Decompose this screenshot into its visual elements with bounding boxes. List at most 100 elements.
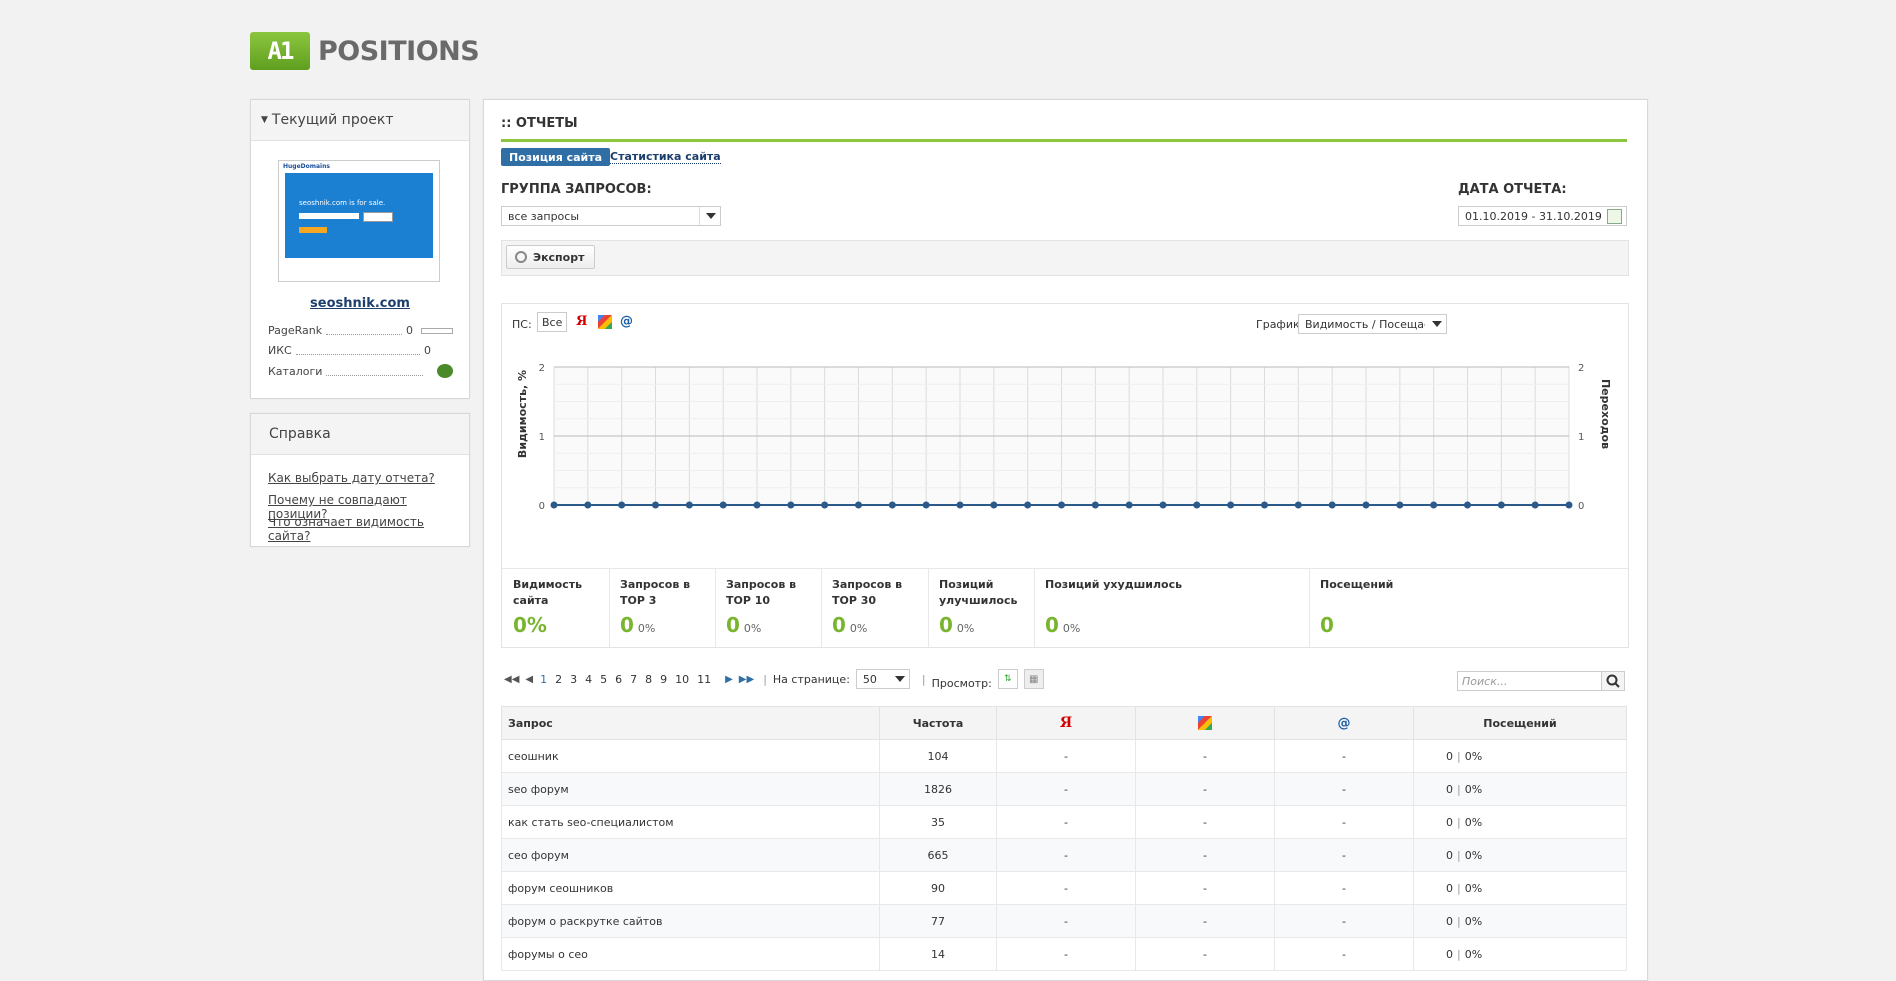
col-yandex[interactable]: Я [996, 706, 1136, 740]
table-row[interactable]: форум сеошников 90- - -0 | 0% [501, 871, 1627, 905]
next-page-icon[interactable]: ▶ [725, 673, 733, 685]
data-point[interactable] [821, 501, 829, 509]
data-point[interactable] [1396, 501, 1404, 509]
data-point[interactable] [1024, 501, 1032, 509]
query-cell[interactable]: форум сеошников [501, 871, 880, 905]
table-row[interactable]: сео форум 665- - -0 | 0% [501, 838, 1627, 872]
data-point[interactable] [855, 501, 862, 509]
table-row[interactable]: форум о раскрутке сайтов 77- - -0 | 0% [501, 904, 1627, 938]
data-point[interactable] [1464, 501, 1471, 509]
data-point[interactable] [1294, 501, 1302, 509]
help-link-visibility[interactable]: Что означает видимость сайта? [268, 515, 424, 543]
current-project-header[interactable]: ▼ Текущий проект [251, 100, 469, 141]
report-date-input[interactable]: 01.10.2019 - 31.10.2019 [1458, 206, 1627, 226]
view-grid-icon[interactable]: ▦ [1023, 669, 1044, 689]
data-point[interactable] [584, 501, 592, 509]
help-link-date[interactable]: Как выбрать дату отчета? [268, 471, 435, 485]
col-visits[interactable]: Посещений [1413, 706, 1627, 740]
page-link[interactable]: 3 [570, 672, 578, 686]
data-point[interactable] [685, 501, 693, 509]
data-point[interactable] [1261, 501, 1268, 509]
site-thumbnail[interactable]: HugeDomains seoshnik.com is for sale. [278, 160, 440, 282]
report-date-value: 01.10.2019 - 31.10.2019 [1465, 209, 1602, 223]
data-point[interactable] [753, 501, 761, 509]
page-link[interactable]: 4 [585, 672, 593, 686]
page-link[interactable]: 6 [615, 672, 623, 686]
export-button[interactable]: Экспорт [506, 245, 596, 269]
queries-table: Запрос Частота Я @ Посещений сеошник 104-… [501, 706, 1627, 971]
table-row[interactable]: форумы о сео 14- - -0 | 0% [501, 937, 1627, 971]
query-group-select[interactable]: все запросы [501, 206, 721, 226]
help-link-positions[interactable]: Почему не совпадают позиции? [268, 493, 407, 521]
data-point[interactable] [550, 501, 558, 509]
metric-label: Запросов в TOP 3 [620, 578, 691, 607]
data-point[interactable] [956, 501, 964, 509]
col-frequency[interactable]: Частота [879, 706, 997, 740]
tab-site-position[interactable]: Позиция сайта [501, 148, 611, 166]
query-cell[interactable]: как стать seo-специалистом [501, 805, 880, 839]
page-link[interactable]: 9 [660, 672, 668, 686]
query-cell[interactable]: seo форум [501, 772, 880, 806]
data-point[interactable] [1227, 501, 1235, 509]
data-point[interactable] [1328, 501, 1336, 509]
logo[interactable]: A1 POSITIONS [250, 32, 480, 70]
data-point[interactable] [990, 501, 998, 509]
query-cell[interactable]: сеошник [501, 739, 880, 773]
ps-all-button[interactable]: Все [537, 312, 568, 332]
table-row[interactable]: seo форум 1826- - -0 | 0% [501, 772, 1627, 806]
tab-site-statistics[interactable]: Статистика сайта [610, 150, 721, 164]
mail-ru-icon[interactable]: @ [620, 314, 633, 329]
page-link[interactable]: 8 [645, 672, 653, 686]
data-point[interactable] [1193, 501, 1201, 509]
chevron-down-icon [706, 213, 716, 219]
chart-box: ПС: Все Я @ График: Видимость / Посещаем… [501, 303, 1629, 648]
query-cell[interactable]: форум о раскрутке сайтов [501, 904, 880, 938]
data-point[interactable] [1091, 501, 1099, 509]
yandex-icon[interactable]: Я [576, 314, 588, 329]
data-point[interactable] [1159, 501, 1167, 509]
data-point[interactable] [1531, 501, 1539, 509]
search-input[interactable]: Поиск... [1457, 671, 1625, 691]
x-tick-label: 14 окт. 2019 г. [955, 523, 1032, 524]
col-mail[interactable]: @ [1274, 706, 1414, 740]
catalog-icon[interactable] [437, 364, 453, 378]
first-page-icon[interactable]: ◀◀ [504, 673, 520, 685]
data-point[interactable] [787, 501, 795, 509]
prev-page-icon[interactable]: ◀ [525, 673, 534, 685]
data-point[interactable] [888, 501, 896, 509]
view-list-icon[interactable]: ⇅ [997, 669, 1018, 689]
page-link[interactable]: 11 [697, 672, 712, 686]
page-link[interactable]: 10 [675, 672, 690, 686]
data-point[interactable] [922, 501, 930, 509]
data-point[interactable] [1565, 501, 1573, 509]
col-query[interactable]: Запрос [501, 706, 880, 740]
help-panel: Справка Как выбрать дату отчета? Почему … [250, 413, 470, 547]
query-cell[interactable]: форумы о сео [501, 937, 880, 971]
data-point[interactable] [1058, 501, 1065, 509]
last-page-icon[interactable]: ▶▶ [738, 673, 755, 685]
query-cell[interactable]: сео форум [501, 838, 880, 872]
graph-select[interactable]: Видимость / Посещаемс [1298, 314, 1447, 334]
data-point[interactable] [1125, 501, 1133, 509]
data-point[interactable] [1497, 501, 1505, 509]
table-row[interactable]: сеошник 104- - -0 | 0% [501, 739, 1627, 773]
metric-card: Запросов в TOP 3 0 0% [609, 569, 716, 647]
per-page-select[interactable]: 50 [855, 669, 910, 689]
site-link[interactable]: seoshnik.com [310, 296, 410, 311]
google-icon[interactable] [598, 315, 612, 329]
data-point[interactable] [1362, 501, 1370, 509]
page-link[interactable]: 5 [600, 672, 608, 686]
page-link[interactable]: 7 [630, 672, 638, 686]
search-icon[interactable] [1601, 672, 1624, 690]
data-point[interactable] [652, 501, 659, 509]
page-link[interactable]: 1 [540, 672, 548, 686]
x-tick-label: 6 окт. 2019 г. [688, 523, 759, 524]
mail-cell: - [1274, 805, 1414, 839]
calendar-icon[interactable] [1607, 209, 1622, 224]
data-point[interactable] [1430, 501, 1438, 509]
page-link[interactable]: 2 [555, 672, 563, 686]
data-point[interactable] [618, 501, 626, 509]
data-point[interactable] [719, 501, 727, 509]
col-google[interactable] [1135, 706, 1275, 740]
table-row[interactable]: как стать seo-специалистом 35- - -0 | 0% [501, 805, 1627, 839]
